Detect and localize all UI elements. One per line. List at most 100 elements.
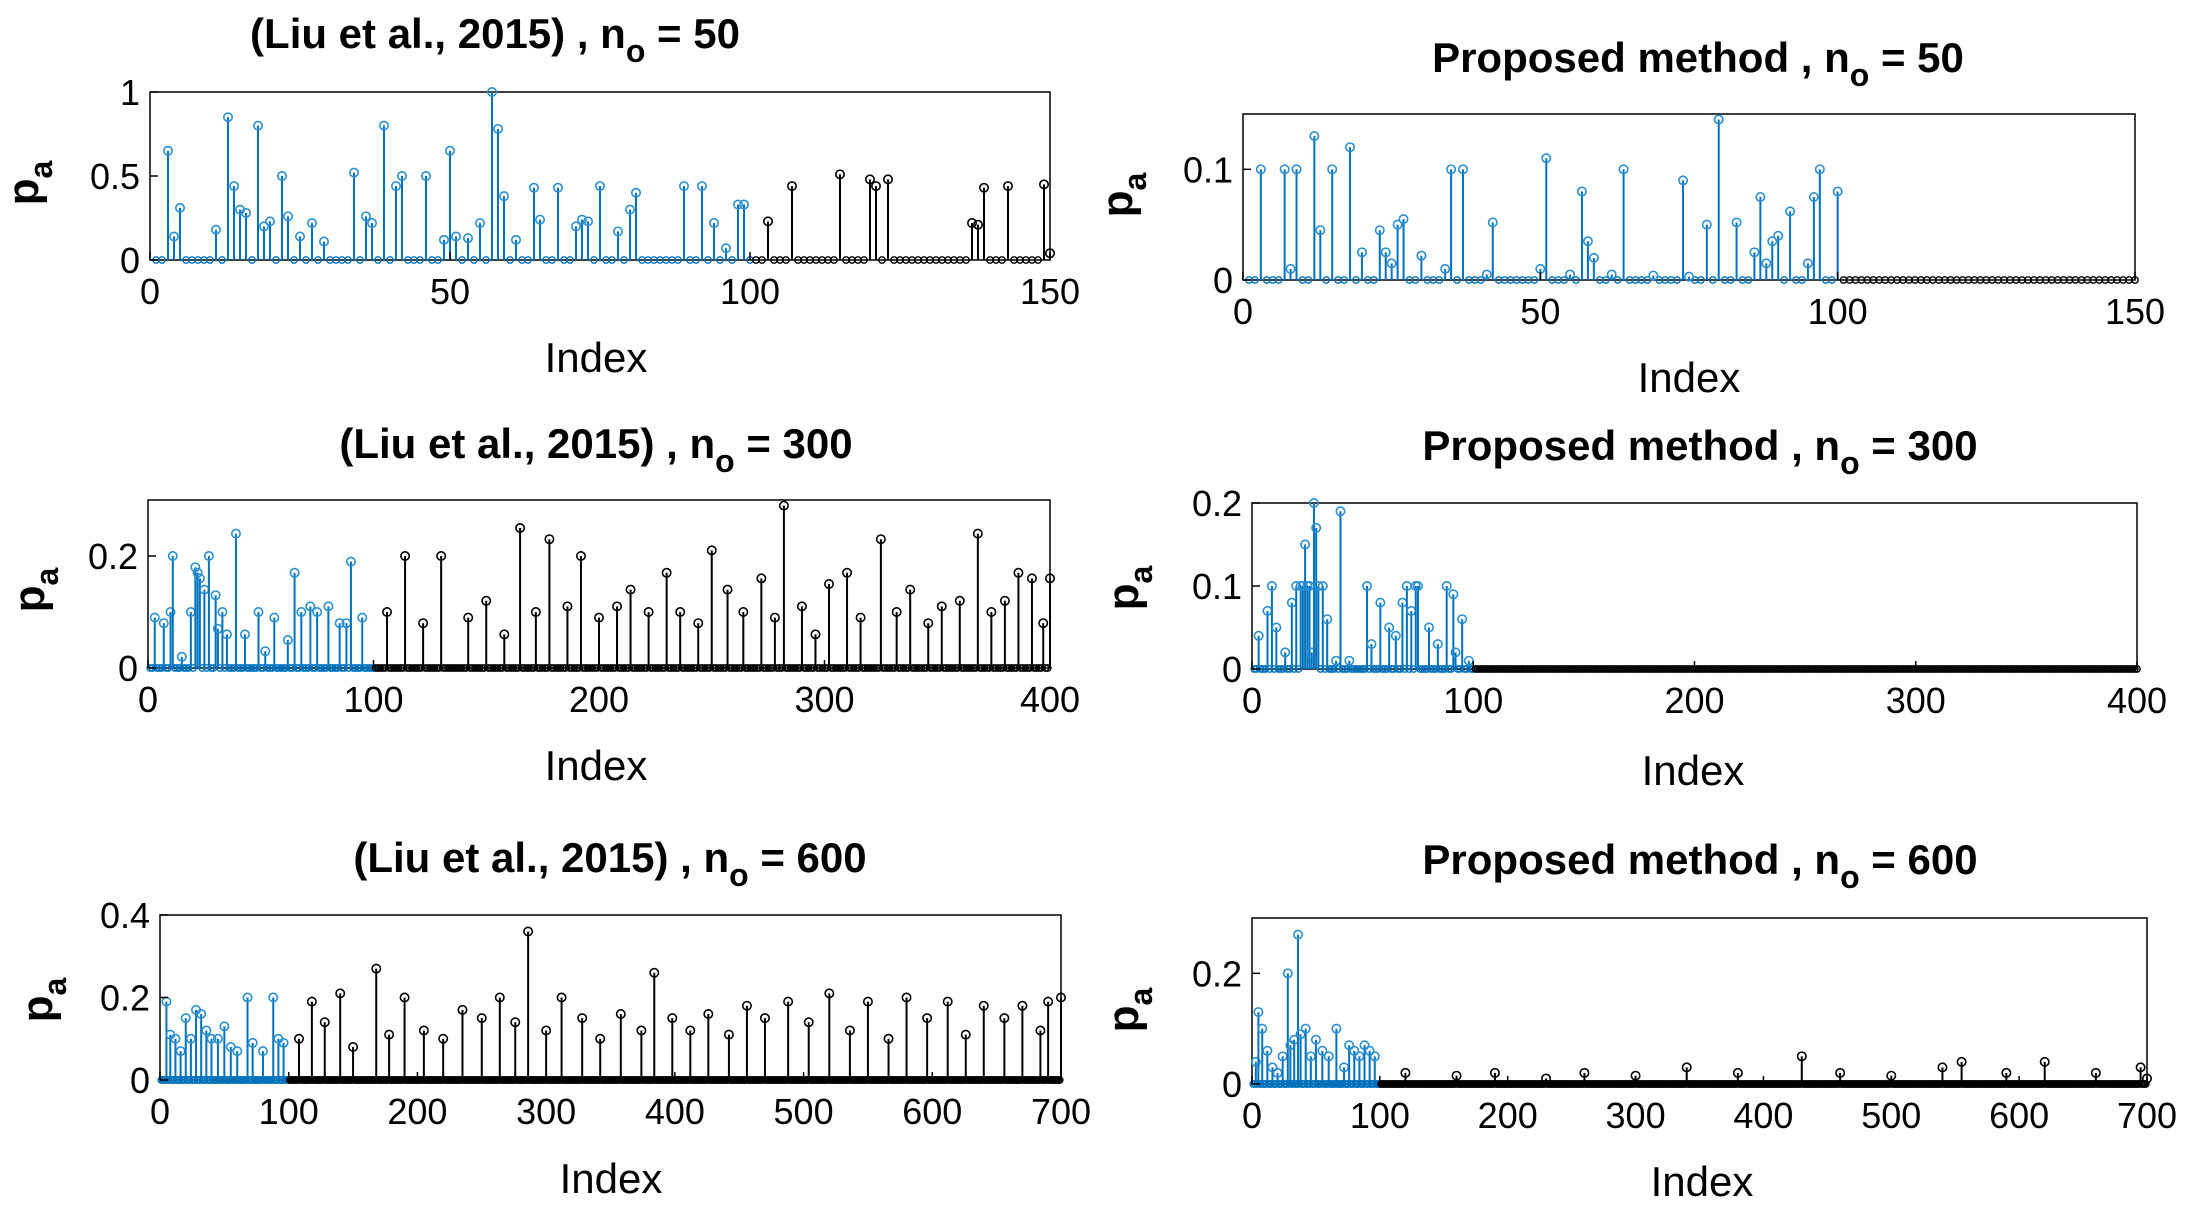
stem-marker [978, 182, 989, 193]
stem-marker [667, 1013, 678, 1024]
stem-marker [219, 1021, 230, 1032]
baseline-marker [277, 664, 285, 672]
x-tick-label: 200 [387, 1091, 447, 1132]
stem-marker [269, 612, 280, 623]
stem-marker [230, 528, 241, 539]
stem-marker [312, 606, 323, 617]
stem-marker [905, 584, 916, 595]
plot-frame [1251, 502, 2138, 670]
stem-marker [1384, 622, 1395, 633]
baseline-marker [728, 256, 736, 264]
baseline-marker [1696, 276, 1705, 284]
y-tick-label: 0.2 [100, 978, 150, 1019]
x-tick-label: 500 [774, 1091, 834, 1132]
baseline-marker [1708, 276, 1717, 284]
stem-marker [643, 606, 654, 617]
y-tick-label: 1 [120, 72, 140, 113]
stem-marker [400, 550, 411, 561]
stem-marker [180, 1013, 191, 1024]
stem-marker [1416, 250, 1427, 261]
stem-marker [242, 992, 253, 1003]
x-tick-label: 0 [1233, 291, 1253, 332]
stem-marker [1956, 1056, 1967, 1067]
stem-marker [1541, 153, 1552, 164]
x-tick-label: 0 [140, 271, 160, 312]
stem-marker [196, 1008, 207, 1019]
x-tick-label: 50 [1520, 291, 1560, 332]
stem-marker [260, 646, 271, 657]
stem-marker [486, 87, 497, 98]
stem-marker [1618, 164, 1629, 175]
baseline-marker [1034, 256, 1042, 264]
stem-marker [783, 996, 794, 1007]
x-tick-label: 100 [1350, 1095, 1410, 1136]
stem-marker [276, 171, 287, 182]
stem-marker [595, 1033, 606, 1044]
baseline-marker [1055, 1076, 1064, 1084]
panel-title: Proposed method , no = 600 [1422, 836, 1977, 895]
stem-marker [1380, 247, 1391, 258]
baseline-marker [1827, 276, 1836, 284]
panel-title: (Liu et al., 2015) , no = 50 [250, 10, 740, 69]
stem-marker [1317, 1045, 1328, 1056]
stem-marker [1390, 630, 1401, 641]
stem-marker [1026, 573, 1037, 584]
stem-marker [258, 221, 269, 232]
stem-marker [289, 567, 300, 578]
stem-marker [201, 1025, 212, 1036]
y-tick-label: 0.2 [1192, 483, 1242, 524]
baseline-marker [704, 256, 712, 264]
baseline-marker [980, 664, 989, 672]
stem-marker [661, 567, 672, 578]
stem-marker [1280, 647, 1291, 658]
baseline-marker [566, 256, 574, 264]
stem-marker [1364, 1045, 1375, 1056]
baseline-marker [247, 664, 256, 672]
stem-marker [1684, 271, 1695, 282]
stem-marker [738, 606, 749, 617]
stem-marker [954, 595, 965, 606]
baseline-marker [493, 664, 502, 672]
stem-marker [1359, 1040, 1370, 1051]
stem-marker [1450, 647, 1461, 658]
baseline-markers [1249, 1080, 2150, 1088]
baseline-marker [716, 664, 725, 672]
baseline-marker [248, 256, 256, 264]
stem-marker [294, 1033, 305, 1044]
stem-marker [732, 199, 743, 210]
stem-marker [278, 1037, 289, 1048]
baseline-marker [849, 664, 858, 672]
baseline-marker [732, 664, 741, 672]
stem-marker [1038, 618, 1049, 629]
stem-marker [463, 612, 474, 623]
y-tick-label: 0.2 [88, 536, 138, 577]
stem-marker [870, 181, 881, 192]
baseline-marker [470, 256, 478, 264]
baseline-marker [290, 256, 298, 264]
stem-marker [1369, 1051, 1380, 1062]
stem-marker [1648, 270, 1659, 281]
stem-marker [703, 1008, 714, 1019]
stem-marker [450, 231, 461, 242]
stem-marker [582, 216, 593, 227]
stem-marker [282, 211, 293, 222]
stem-marker [1458, 164, 1469, 175]
stem-marker [335, 988, 346, 999]
stem-marker [544, 534, 555, 545]
stem-marker [1731, 217, 1742, 228]
baseline-marker [791, 664, 800, 672]
stem-marker [384, 1029, 395, 1040]
baseline-marker [1295, 1080, 1304, 1088]
stem-marker [720, 243, 731, 254]
stem-marker [824, 988, 835, 999]
baseline-marker [917, 664, 926, 672]
baseline-marker [351, 664, 360, 672]
stem-marker [268, 992, 279, 1003]
stem-marker [223, 112, 234, 123]
panel-title: Proposed method , no = 300 [1422, 422, 1977, 481]
stem-marker [1755, 192, 1766, 203]
baseline-marker [1530, 276, 1539, 284]
baseline-marker [758, 256, 766, 264]
stem-marker [253, 120, 264, 131]
stem-marker [986, 606, 997, 617]
